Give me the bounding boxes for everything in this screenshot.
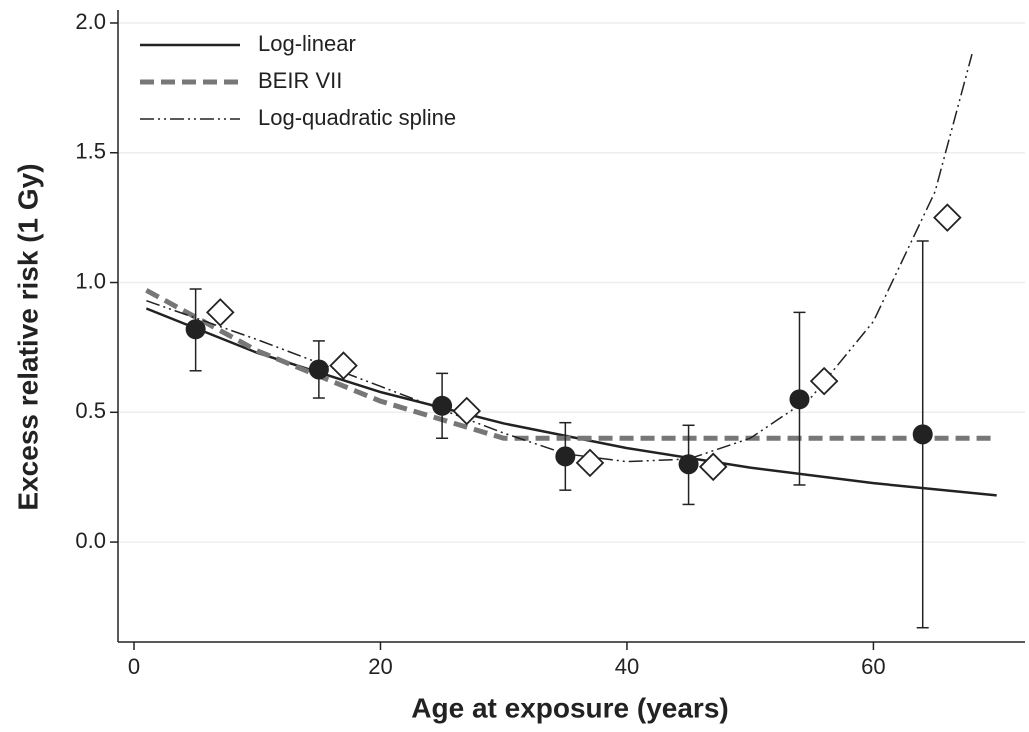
x-axis-label: Age at exposure (years)	[411, 692, 728, 723]
point	[933, 203, 962, 232]
y-tick-label: 1.5	[75, 139, 106, 164]
point	[555, 446, 576, 467]
point	[329, 351, 358, 380]
y-axis-label: Excess relative risk (1 Gy)	[12, 163, 43, 510]
legend-label: Log-linear	[258, 31, 356, 56]
point	[452, 396, 482, 426]
x-tick-label: 60	[861, 654, 885, 679]
point	[809, 366, 839, 396]
legend-label: Log-quadratic spline	[258, 105, 456, 130]
point	[678, 454, 699, 475]
y-tick-label: 2.0	[75, 9, 106, 34]
series-line	[145, 307, 997, 497]
y-tick-label: 0.5	[75, 398, 106, 423]
legend-label: BEIR VII	[258, 68, 342, 93]
point	[432, 395, 453, 416]
point	[575, 448, 605, 478]
point	[185, 319, 206, 340]
point	[206, 298, 235, 327]
y-tick-label: 0.0	[75, 528, 106, 553]
point	[789, 389, 810, 410]
point	[308, 359, 329, 380]
series-line	[145, 288, 997, 441]
x-tick-label: 0	[128, 654, 140, 679]
point	[698, 452, 728, 482]
y-tick-label: 1.0	[75, 268, 106, 293]
x-tick-label: 40	[615, 654, 639, 679]
x-tick-label: 20	[368, 654, 392, 679]
point	[912, 424, 933, 445]
